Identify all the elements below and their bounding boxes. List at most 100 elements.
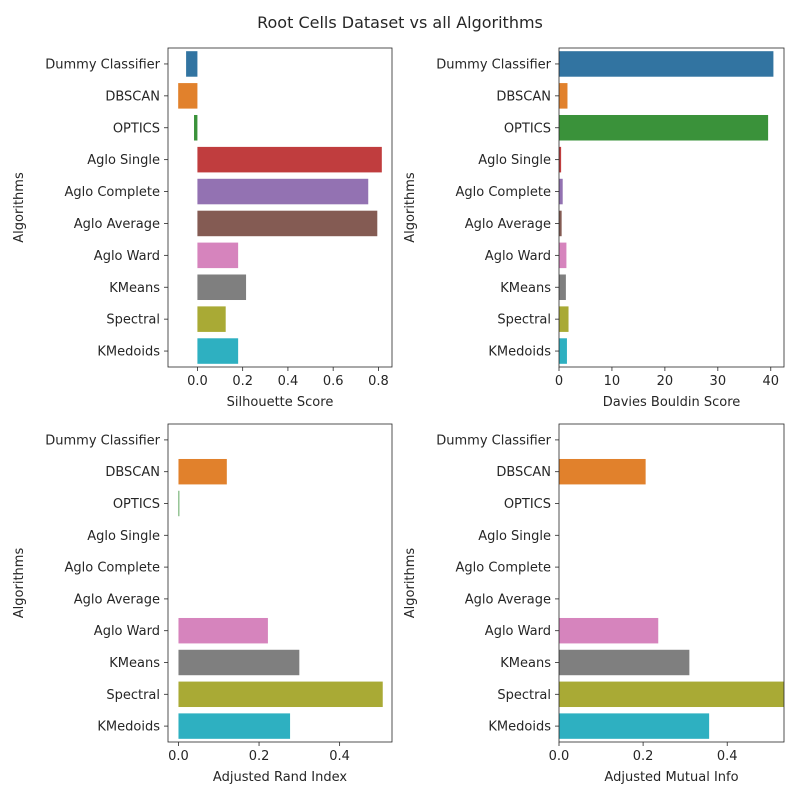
adjusted-mutual-info-ytick-label: Aglo Ward — [485, 624, 551, 639]
davies-bouldin-panel: Dummy Classifier DBSCAN OPTICS Aglo Single A… — [403, 47, 785, 410]
adjusted-mutual-info-bar-kmeans — [559, 649, 690, 676]
adjusted-mutual-info-bar-spectral — [559, 681, 784, 708]
silhouette-bar-aglo-average — [197, 210, 378, 237]
davies-bouldin-ytick-label: Aglo Average — [465, 217, 551, 232]
silhouette-xtick-label: 0.8 — [368, 374, 389, 389]
davies-bouldin-ytick-label: KMedoids — [488, 345, 551, 360]
adjusted-mutual-info-ytick-label: DBSCAN — [496, 465, 551, 480]
silhouette-xtick-label: 0.6 — [323, 374, 344, 389]
silhouette-ytick-label: Aglo Ward — [94, 249, 160, 264]
adjusted-rand-xlabel: Adjusted Rand Index — [213, 770, 347, 785]
silhouette-panel: Dummy Classifier DBSCAN OPTICS Aglo Single A… — [12, 47, 393, 410]
davies-bouldin-ytick-label: OPTICS — [504, 121, 551, 136]
adjusted-mutual-info-bar-dbscan — [559, 458, 646, 485]
adjusted-mutual-info-ytick-label: KMedoids — [488, 720, 551, 735]
davies-bouldin-ytick-label: Spectral — [497, 313, 551, 328]
davies-bouldin-bar-aglo-single — [559, 146, 562, 173]
davies-bouldin-xtick-label: 0 — [555, 374, 563, 389]
adjusted-rand-bar-spectral — [178, 681, 383, 708]
adjusted-rand-ytick-label: Spectral — [106, 688, 160, 703]
silhouette-ylabel: Algorithms — [12, 172, 27, 243]
adjusted-mutual-info-axes-frame — [558, 423, 785, 743]
adjusted-rand-bar-optics — [178, 490, 180, 517]
davies-bouldin-ylabel: Algorithms — [403, 172, 418, 243]
silhouette-bar-optics — [194, 114, 198, 141]
adjusted-rand-bar-aglo-ward — [178, 617, 268, 644]
adjusted-rand-ytick-label: Aglo Average — [74, 592, 160, 607]
silhouette-bar-aglo-single — [197, 146, 382, 173]
silhouette-xtick-label: 0.4 — [278, 374, 299, 389]
davies-bouldin-xtick-label: 20 — [657, 374, 674, 389]
adjusted-mutual-info-ytick-label: Aglo Average — [465, 592, 551, 607]
davies-bouldin-ytick-label: Dummy Classifier — [436, 57, 551, 72]
adjusted-mutual-info-ytick-label: KMeans — [500, 656, 551, 671]
adjusted-mutual-info-xtick-label: 0.2 — [633, 749, 654, 764]
adjusted-mutual-info-ytick-label: Aglo Complete — [456, 561, 552, 576]
silhouette-bar-kmedoids — [197, 338, 239, 364]
silhouette-ytick-label: OPTICS — [113, 121, 160, 136]
davies-bouldin-axes-frame — [558, 47, 785, 368]
davies-bouldin-ytick-label: DBSCAN — [496, 89, 551, 104]
silhouette-ytick-label: DBSCAN — [105, 89, 160, 104]
davies-bouldin-bar-optics — [559, 114, 769, 141]
davies-bouldin-bar-spectral — [559, 306, 569, 332]
davies-bouldin-ytick-label: Aglo Complete — [456, 185, 552, 200]
adjusted-mutual-info-xtick-label: 0.4 — [717, 749, 738, 764]
silhouette-bar-kmeans — [197, 274, 247, 301]
adjusted-rand-bar-dbscan — [178, 458, 227, 485]
adjusted-rand-ytick-label: Dummy Classifier — [45, 433, 160, 448]
silhouette-ytick-label: KMeans — [109, 281, 160, 296]
davies-bouldin-bar-kmeans — [559, 274, 566, 301]
adjusted-mutual-info-ytick-label: Spectral — [497, 688, 551, 703]
adjusted-rand-bar-kmedoids — [178, 713, 291, 739]
silhouette-xtick-label: 0.2 — [232, 374, 253, 389]
davies-bouldin-bar-dbscan — [559, 83, 568, 109]
silhouette-ytick-label: Spectral — [106, 313, 160, 328]
adjusted-mutual-info-xlabel: Adjusted Mutual Info — [604, 770, 738, 785]
silhouette-xtick-label: 0.0 — [187, 374, 208, 389]
davies-bouldin-xtick-label: 10 — [604, 374, 621, 389]
figure-title: Root Cells Dataset vs all Algorithms — [257, 13, 543, 32]
adjusted-rand-bar-kmeans — [178, 649, 300, 676]
adjusted-rand-xtick-label: 0.0 — [168, 749, 189, 764]
adjusted-rand-ytick-label: Aglo Ward — [94, 624, 160, 639]
adjusted-rand-xtick-label: 0.2 — [249, 749, 270, 764]
davies-bouldin-bar-aglo-average — [559, 210, 562, 237]
davies-bouldin-ytick-label: KMeans — [500, 281, 551, 296]
adjusted-rand-ytick-label: KMeans — [109, 656, 160, 671]
adjusted-rand-ytick-label: Aglo Single — [87, 529, 160, 544]
adjusted-rand-ylabel: Algorithms — [12, 548, 27, 619]
davies-bouldin-ytick-label: Aglo Single — [478, 153, 551, 168]
davies-bouldin-bar-aglo-complete — [559, 178, 563, 205]
adjusted-rand-ytick-label: OPTICS — [113, 497, 160, 512]
silhouette-ytick-label: KMedoids — [97, 345, 160, 360]
silhouette-ytick-label: Aglo Complete — [65, 185, 161, 200]
adjusted-mutual-info-xtick-label: 0.0 — [549, 749, 570, 764]
adjusted-mutual-info-ytick-label: OPTICS — [504, 497, 551, 512]
silhouette-xlabel: Silhouette Score — [227, 395, 334, 410]
adjusted-mutual-info-ytick-label: Aglo Single — [478, 529, 551, 544]
silhouette-ytick-label: Aglo Single — [87, 153, 160, 168]
adjusted-rand-ytick-label: Aglo Complete — [65, 561, 161, 576]
davies-bouldin-bar-dummy-classifier — [559, 51, 774, 77]
adjusted-mutual-info-panel: Dummy Classifier DBSCAN OPTICS Aglo Single A… — [403, 423, 785, 785]
davies-bouldin-ytick-label: Aglo Ward — [485, 249, 551, 264]
davies-bouldin-bar-aglo-ward — [559, 242, 567, 269]
adjusted-mutual-info-ytick-label: Dummy Classifier — [436, 433, 551, 448]
silhouette-bar-dbscan — [178, 83, 198, 109]
adjusted-rand-axes-frame — [167, 423, 393, 743]
adjusted-rand-xtick-label: 0.4 — [329, 749, 350, 764]
adjusted-rand-ytick-label: KMedoids — [97, 720, 160, 735]
adjusted-mutual-info-bar-aglo-ward — [559, 617, 659, 644]
silhouette-ytick-label: Aglo Average — [74, 217, 160, 232]
adjusted-mutual-info-ylabel: Algorithms — [403, 548, 418, 619]
davies-bouldin-xtick-label: 30 — [710, 374, 727, 389]
silhouette-bar-spectral — [197, 306, 226, 332]
silhouette-bar-aglo-ward — [197, 242, 239, 269]
davies-bouldin-xtick-label: 40 — [762, 374, 779, 389]
adjusted-rand-ytick-label: DBSCAN — [105, 465, 160, 480]
adjusted-mutual-info-bar-kmedoids — [559, 713, 710, 739]
davies-bouldin-xlabel: Davies Bouldin Score — [603, 395, 741, 410]
silhouette-bar-aglo-complete — [197, 178, 369, 205]
